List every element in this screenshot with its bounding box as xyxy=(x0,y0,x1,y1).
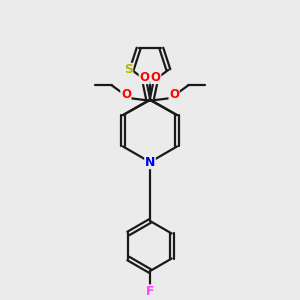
Text: N: N xyxy=(145,156,155,169)
Text: F: F xyxy=(146,285,154,298)
Text: O: O xyxy=(139,70,149,83)
Text: O: O xyxy=(151,70,161,83)
Text: O: O xyxy=(169,88,179,101)
Text: S: S xyxy=(124,63,133,76)
Text: O: O xyxy=(121,88,131,101)
